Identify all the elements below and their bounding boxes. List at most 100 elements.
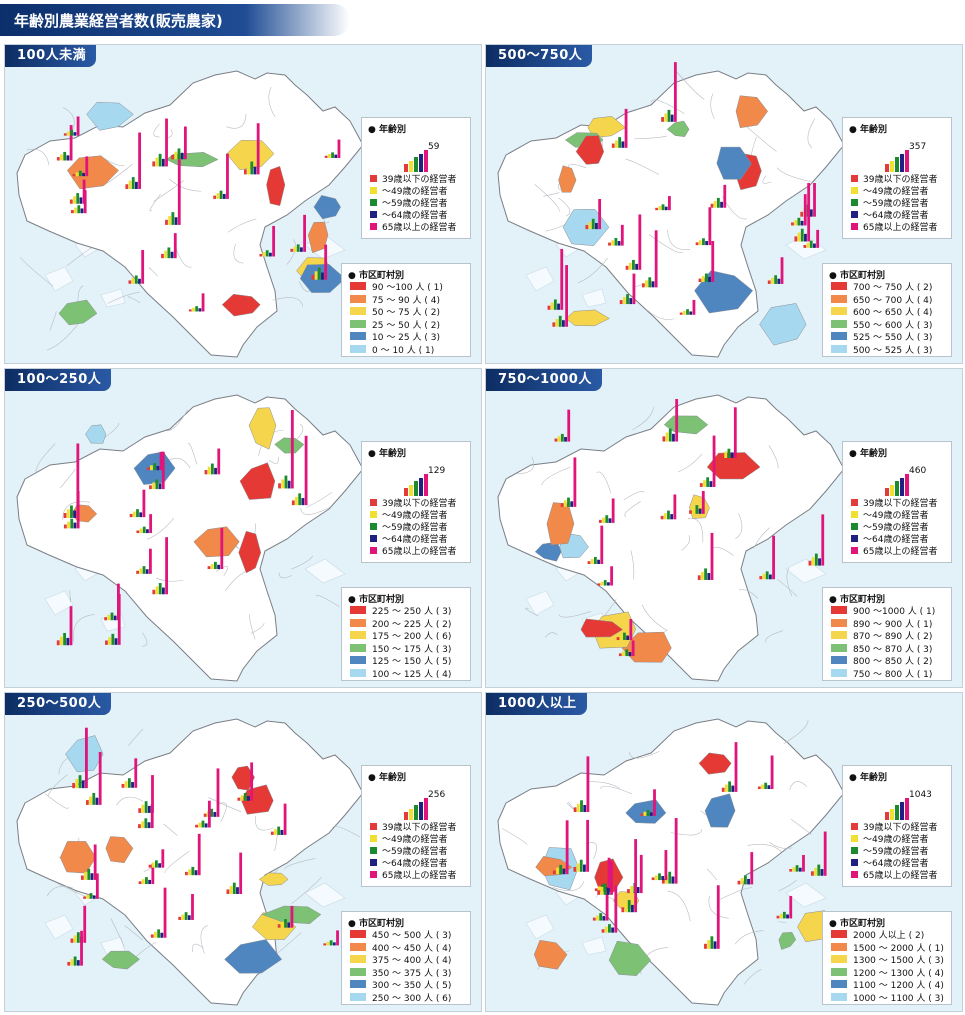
age-bar <box>757 786 761 790</box>
age-legend: ● 年齢別 129 39歳以下の経営者 ～49歳の経営者 ～59歳の経営者 ～64歳の… <box>361 441 471 563</box>
age-bar <box>132 511 136 518</box>
age-bar <box>63 151 67 161</box>
age-bar <box>66 155 70 161</box>
age-bar <box>144 818 148 829</box>
municipal-boundary <box>786 568 793 597</box>
municipality-region <box>193 526 240 558</box>
age-bar <box>324 155 328 158</box>
sample-bar <box>905 798 909 820</box>
age-bar <box>587 561 591 564</box>
age-bar <box>150 465 153 471</box>
age-bar <box>136 530 140 534</box>
municipal-boundary <box>278 572 292 579</box>
age-bar <box>160 932 164 938</box>
age-legend-item: ～64歳の経営者 <box>370 858 456 870</box>
age-bar <box>580 800 583 813</box>
age-bar <box>159 451 163 471</box>
age-bar <box>673 494 677 520</box>
age-bar <box>150 934 154 938</box>
age-bar <box>618 137 622 148</box>
age-bar <box>336 930 339 946</box>
age-bar <box>724 451 728 458</box>
age-bar <box>174 217 178 225</box>
age-bar <box>113 615 117 621</box>
municipality-region <box>778 932 797 950</box>
municipal-boundary <box>116 796 144 806</box>
range-legend-item: 550 ～ 600 人 ( 3) <box>831 319 932 333</box>
age-bar <box>632 259 635 270</box>
municipal-boundary <box>268 86 276 118</box>
age-bar <box>158 483 162 490</box>
age-bar <box>141 250 145 284</box>
sample-bar-icon <box>404 150 428 172</box>
municipal-boundary <box>273 834 278 851</box>
age-bar <box>619 634 623 641</box>
age-bar <box>303 214 306 252</box>
age-legend-item: ～64歳の経営者 <box>370 534 456 546</box>
age-bar <box>70 959 74 966</box>
municipality-region <box>224 939 283 974</box>
age-bar <box>158 583 162 595</box>
range-legend: ● 市区町村別 2000 人以上 ( 2) 1500 ～ 2000 人 ( 1) 1… <box>822 911 952 1005</box>
municipal-boundary <box>127 296 141 304</box>
age-bar <box>222 193 226 199</box>
age-bar <box>197 833 201 876</box>
coast-feature <box>525 266 555 292</box>
coast-feature <box>581 288 607 308</box>
age-bar <box>149 548 152 574</box>
sample-bar <box>419 478 423 496</box>
municipal-boundary <box>187 442 198 465</box>
age-bar <box>592 917 596 921</box>
age-bar <box>776 915 780 919</box>
age-bar <box>329 940 333 946</box>
age-bar <box>157 929 161 938</box>
age-bar <box>709 481 713 487</box>
age-bar <box>165 118 168 167</box>
age-bar <box>83 905 87 943</box>
age-bar <box>682 310 686 315</box>
sample-total: 357 <box>909 142 927 152</box>
range-swatch <box>350 967 366 976</box>
municipality-region <box>105 836 134 864</box>
municipality-region <box>663 415 709 435</box>
age-bar <box>614 237 618 246</box>
age-bar <box>598 886 601 892</box>
age-bar <box>803 244 807 248</box>
age-bar <box>664 206 668 211</box>
municipal-boundary <box>630 550 635 580</box>
range-legend-title: ● 市区町村別 <box>348 595 405 605</box>
age-bar <box>188 869 191 876</box>
age-bar <box>149 514 153 534</box>
age-swatch <box>851 511 858 518</box>
municipal-boundary <box>227 218 257 233</box>
municipal-boundary <box>49 311 57 331</box>
range-swatch <box>831 992 847 1001</box>
municipality-region <box>735 95 769 129</box>
age-bar <box>87 868 91 880</box>
range-swatch <box>350 930 366 938</box>
age-bar <box>639 854 643 894</box>
age-bar <box>144 801 148 813</box>
municipal-boundary <box>502 828 528 845</box>
age-bar <box>594 888 598 892</box>
age-bar <box>606 888 610 895</box>
age-bar <box>662 436 666 442</box>
municipal-boundary <box>634 135 667 140</box>
age-bar <box>80 875 84 880</box>
range-legend-item: 700 ～ 750 人 ( 2) <box>831 282 932 295</box>
age-bar <box>72 174 76 177</box>
age-legend-item: 39歳以下の経営者 <box>851 822 937 834</box>
prefecture-map <box>497 394 845 682</box>
range-swatch <box>350 282 366 290</box>
municipality-region <box>558 165 577 193</box>
age-bar <box>70 938 74 943</box>
coast-feature <box>304 882 346 908</box>
age-swatch <box>851 547 858 554</box>
age-bar <box>767 280 771 284</box>
age-bar <box>67 131 70 136</box>
range-swatch <box>831 606 847 614</box>
age-bar <box>217 448 221 475</box>
municipal-boundary <box>44 793 69 809</box>
age-bar <box>611 143 615 148</box>
age-bar <box>80 930 83 966</box>
